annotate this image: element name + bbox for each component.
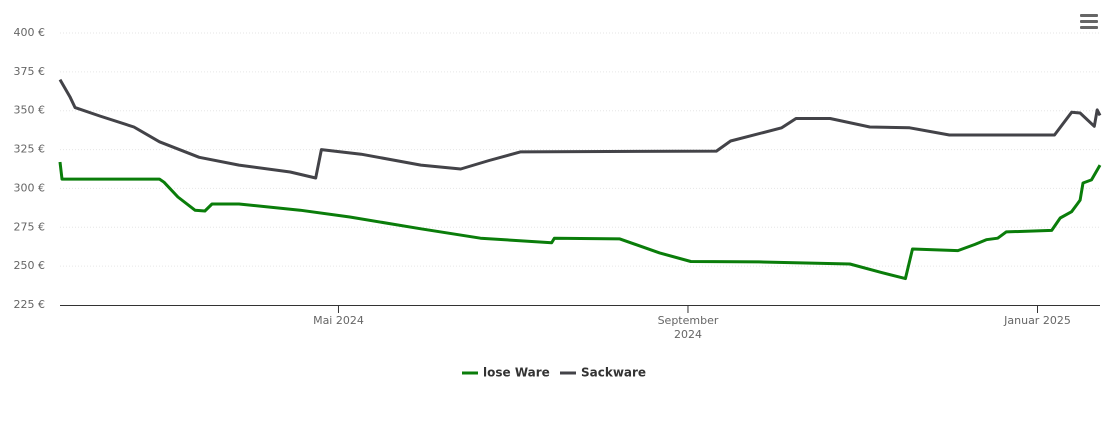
menu-bar xyxy=(1080,20,1098,23)
data-line xyxy=(58,161,1102,281)
y-tick-label: 375 € xyxy=(14,65,46,78)
legend-label: Sackware xyxy=(581,366,646,380)
y-tick-label: 325 € xyxy=(14,143,46,156)
x-tick-label: Januar 2025 xyxy=(1004,314,1071,327)
y-tick-label: 275 € xyxy=(14,220,46,233)
y-tick-label: 400 € xyxy=(14,26,46,39)
x-tick-label: September 2024 xyxy=(657,314,719,341)
x-tick-label: Mai 2024 xyxy=(313,314,364,327)
legend-label: lose Ware xyxy=(483,366,550,380)
data-line xyxy=(58,78,1102,180)
menu-button[interactable] xyxy=(1080,14,1098,29)
y-tick-label: 250 € xyxy=(14,259,46,272)
y-tick-label: 350 € xyxy=(14,104,46,117)
y-tick-label: 300 € xyxy=(14,181,46,194)
menu-bar xyxy=(1080,26,1098,29)
y-tick-label: 225 € xyxy=(14,298,46,311)
menu-bar xyxy=(1080,14,1098,17)
